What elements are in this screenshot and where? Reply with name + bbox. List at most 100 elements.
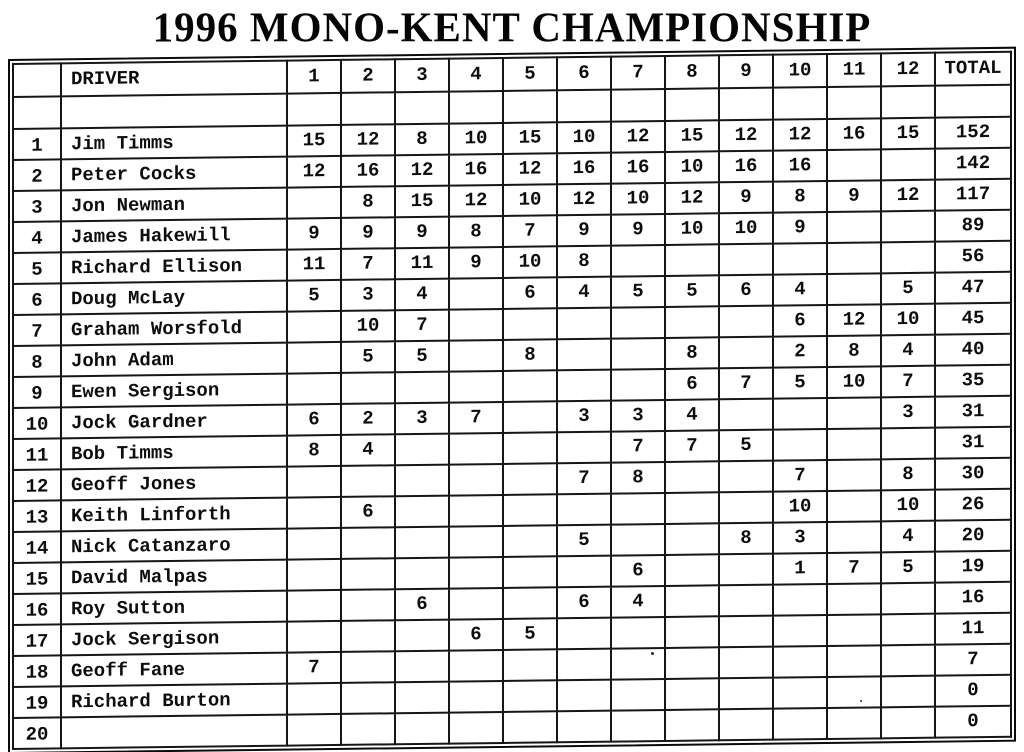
score-cell [719, 491, 773, 524]
score-cell: 6 [611, 554, 665, 587]
score-cell: 3 [611, 399, 665, 432]
score-cell [665, 306, 719, 338]
score-cell [719, 646, 773, 679]
score-cell: 5 [341, 341, 395, 373]
rank-cell: 3 [13, 190, 61, 222]
rank-cell: 15 [13, 562, 61, 594]
total-cell: 47 [935, 271, 1011, 304]
driver-cell: Richard Burton [61, 683, 287, 718]
score-cell [665, 244, 719, 276]
score-cell [719, 398, 773, 431]
score-cell: 5 [557, 524, 611, 557]
score-cell: 5 [881, 272, 935, 305]
driver-cell: Bob Timms [61, 435, 287, 470]
driver-header: DRIVER [61, 60, 287, 97]
score-cell [827, 242, 881, 274]
driver-cell: James Hakewill [61, 218, 287, 253]
score-cell [395, 495, 449, 528]
score-cell: 9 [557, 214, 611, 247]
score-cell: 15 [395, 185, 449, 218]
spacer-cell [449, 90, 503, 124]
score-cell [773, 614, 827, 647]
score-cell [611, 368, 665, 401]
score-cell: 8 [503, 339, 557, 371]
score-cell [341, 465, 395, 497]
score-cell [719, 708, 773, 741]
rank-cell: 20 [13, 717, 61, 749]
score-cell: 4 [611, 585, 665, 618]
driver-cell: Keith Linforth [61, 497, 287, 532]
round-header: 4 [449, 57, 503, 92]
score-cell [827, 397, 881, 429]
score-cell: 16 [827, 118, 881, 150]
spacer-cell [881, 85, 935, 119]
driver-cell: Jock Gardner [61, 404, 287, 439]
score-cell [449, 525, 503, 558]
total-cell: 142 [935, 147, 1011, 180]
score-cell [503, 556, 557, 588]
score-cell: 5 [503, 618, 557, 650]
rank-cell: 14 [13, 531, 61, 563]
score-cell [611, 523, 665, 556]
score-cell [611, 647, 665, 680]
score-cell: 5 [773, 366, 827, 399]
score-cell: 8 [827, 335, 881, 367]
score-cell: 10 [773, 490, 827, 523]
score-cell [827, 645, 881, 677]
score-cell [827, 707, 881, 739]
total-cell: 30 [935, 457, 1011, 490]
score-cell: 8 [395, 123, 449, 156]
driver-cell: Jim Timms [61, 125, 287, 160]
score-cell: 12 [503, 153, 557, 185]
score-cell: 12 [395, 154, 449, 187]
score-cell: 7 [719, 367, 773, 400]
rank-cell: 4 [13, 221, 61, 253]
score-cell [827, 583, 881, 615]
score-cell [287, 682, 341, 715]
score-cell [503, 680, 557, 712]
score-cell [881, 644, 935, 677]
score-cell: 9 [773, 211, 827, 244]
score-cell: 16 [773, 149, 827, 182]
rank-cell: 18 [13, 655, 61, 687]
score-cell [557, 493, 611, 526]
spacer-cell [13, 96, 61, 129]
rank-cell: 2 [13, 159, 61, 191]
score-cell [395, 526, 449, 559]
score-cell [287, 589, 341, 622]
score-cell [395, 650, 449, 683]
score-cell [341, 589, 395, 621]
round-header: 5 [503, 57, 557, 91]
score-cell [503, 649, 557, 681]
score-cell: 5 [611, 275, 665, 308]
score-cell [503, 370, 557, 402]
score-cell [287, 558, 341, 591]
score-cell [395, 681, 449, 714]
score-cell [611, 492, 665, 525]
score-cell [611, 709, 665, 742]
score-cell: 8 [449, 215, 503, 248]
score-cell [287, 310, 341, 343]
score-cell: 7 [611, 430, 665, 463]
score-cell: 8 [557, 245, 611, 278]
score-cell [665, 616, 719, 648]
score-cell: 7 [341, 248, 395, 280]
score-cell [341, 372, 395, 404]
score-cell [773, 583, 827, 616]
score-cell: 10 [557, 121, 611, 154]
score-cell [881, 210, 935, 243]
score-cell [557, 431, 611, 464]
round-header: 2 [341, 59, 395, 93]
score-cell: 11 [287, 248, 341, 281]
spacer-cell [719, 87, 773, 121]
driver-cell [61, 714, 287, 749]
score-cell [449, 432, 503, 465]
score-cell: 5 [395, 340, 449, 373]
score-cell [503, 494, 557, 526]
score-cell: 8 [773, 180, 827, 213]
score-cell [503, 401, 557, 433]
spacer-cell [611, 88, 665, 122]
score-cell [287, 372, 341, 405]
score-cell: 6 [665, 368, 719, 400]
